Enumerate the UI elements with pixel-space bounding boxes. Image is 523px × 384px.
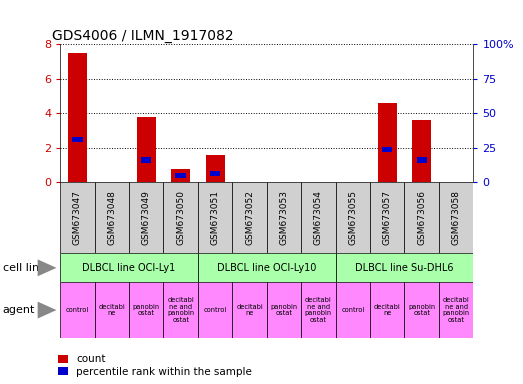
Bar <box>129 182 163 253</box>
Bar <box>370 182 404 253</box>
Bar <box>60 282 95 338</box>
Text: GSM673051: GSM673051 <box>211 190 220 245</box>
Text: control: control <box>66 307 89 313</box>
Bar <box>60 253 198 282</box>
Text: decitabi
ne and
panobin
ostat: decitabi ne and panobin ostat <box>167 297 194 323</box>
Bar <box>68 53 87 182</box>
Bar <box>60 182 95 253</box>
Text: control: control <box>203 307 226 313</box>
Text: decitabi
ne and
panobin
ostat: decitabi ne and panobin ostat <box>305 297 332 323</box>
Text: DLBCL line OCI-Ly10: DLBCL line OCI-Ly10 <box>217 263 316 273</box>
Bar <box>267 282 301 338</box>
Bar <box>301 182 336 253</box>
Bar <box>198 253 336 282</box>
Bar <box>301 282 336 338</box>
Text: panobin
ostat: panobin ostat <box>408 304 435 316</box>
Polygon shape <box>38 260 56 276</box>
Text: GSM673053: GSM673053 <box>279 190 289 245</box>
Text: cell line: cell line <box>3 263 46 273</box>
Text: panobin
ostat: panobin ostat <box>270 304 298 316</box>
Bar <box>382 147 392 152</box>
Bar <box>267 182 301 253</box>
Bar <box>198 282 232 338</box>
Text: GSM673058: GSM673058 <box>451 190 461 245</box>
Text: DLBCL line OCI-Ly1: DLBCL line OCI-Ly1 <box>83 263 176 273</box>
Text: DLBCL line Su-DHL6: DLBCL line Su-DHL6 <box>355 263 454 273</box>
Bar <box>416 157 427 162</box>
Bar <box>206 155 224 182</box>
Bar <box>336 182 370 253</box>
Bar <box>404 282 439 338</box>
Bar <box>232 282 267 338</box>
Bar <box>439 182 473 253</box>
Text: control: control <box>341 307 365 313</box>
Text: GDS4006 / ILMN_1917082: GDS4006 / ILMN_1917082 <box>52 29 233 43</box>
Bar <box>232 182 267 253</box>
Text: GSM673049: GSM673049 <box>142 190 151 245</box>
Bar <box>141 157 151 162</box>
Bar <box>439 282 473 338</box>
Bar <box>210 171 220 176</box>
Bar <box>95 282 129 338</box>
Bar <box>336 253 473 282</box>
Bar <box>137 117 156 182</box>
Text: GSM673054: GSM673054 <box>314 190 323 245</box>
Bar <box>404 182 439 253</box>
Text: GSM673048: GSM673048 <box>107 190 116 245</box>
Text: GSM673055: GSM673055 <box>348 190 357 245</box>
Bar <box>176 173 186 178</box>
Text: GSM673047: GSM673047 <box>73 190 82 245</box>
Text: GSM673050: GSM673050 <box>176 190 185 245</box>
Polygon shape <box>38 302 56 319</box>
Text: decitabi
ne: decitabi ne <box>98 304 125 316</box>
Text: agent: agent <box>3 305 35 315</box>
Bar <box>336 282 370 338</box>
Bar <box>163 282 198 338</box>
Text: decitabi
ne: decitabi ne <box>236 304 263 316</box>
Bar <box>378 103 397 182</box>
Bar <box>72 137 83 142</box>
Text: decitabi
ne: decitabi ne <box>374 304 401 316</box>
Bar <box>198 182 232 253</box>
Bar <box>171 169 190 182</box>
Text: GSM673052: GSM673052 <box>245 190 254 245</box>
Bar <box>163 182 198 253</box>
Legend: count, percentile rank within the sample: count, percentile rank within the sample <box>58 354 252 377</box>
Text: panobin
ostat: panobin ostat <box>133 304 160 316</box>
Bar <box>129 282 163 338</box>
Bar <box>370 282 404 338</box>
Text: GSM673057: GSM673057 <box>383 190 392 245</box>
Text: decitabi
ne and
panobin
ostat: decitabi ne and panobin ostat <box>442 297 470 323</box>
Text: GSM673056: GSM673056 <box>417 190 426 245</box>
Bar <box>412 120 431 182</box>
Bar <box>95 182 129 253</box>
